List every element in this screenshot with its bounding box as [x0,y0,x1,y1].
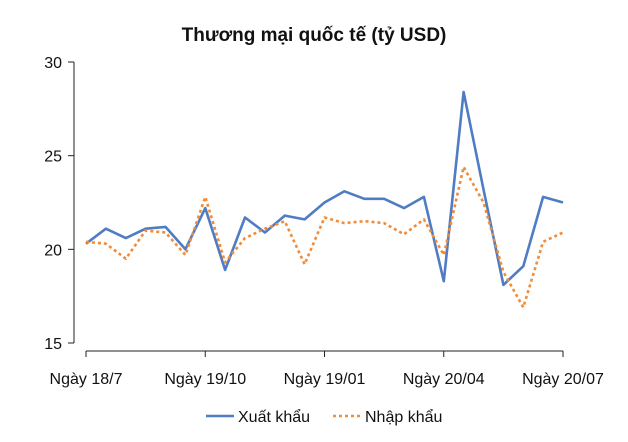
x-tick-label: Ngày 19/10 [164,371,246,388]
y-tick-label: 20 [44,242,62,259]
chart-title: Thương mại quốc tế (tỷ USD) [182,25,447,46]
y-tick-label: 15 [44,336,62,353]
series-layer [85,90,564,309]
y-axis: 15 20 25 30 [44,55,74,353]
series-line-nhap-khau [85,165,564,309]
legend-label: Nhập khẩu [365,408,442,426]
legend-label: Xuất khẩu [238,408,310,426]
series-line-xuat-khau [85,90,564,287]
x-tick-label: Ngày 20/07 [522,371,604,388]
x-tick-label: Ngày 19/01 [284,371,366,388]
legend: Xuất khẩu Nhập khẩu [206,408,442,426]
y-tick-label: 25 [44,149,62,166]
y-tick-label: 30 [44,55,62,72]
x-tick-label: Ngày 18/7 [50,371,123,388]
x-axis: Ngày 18/7 Ngày 19/10 Ngày 19/01 Ngày 20/04 N… [50,351,604,388]
x-tick-label: Ngày 20/04 [403,371,485,388]
